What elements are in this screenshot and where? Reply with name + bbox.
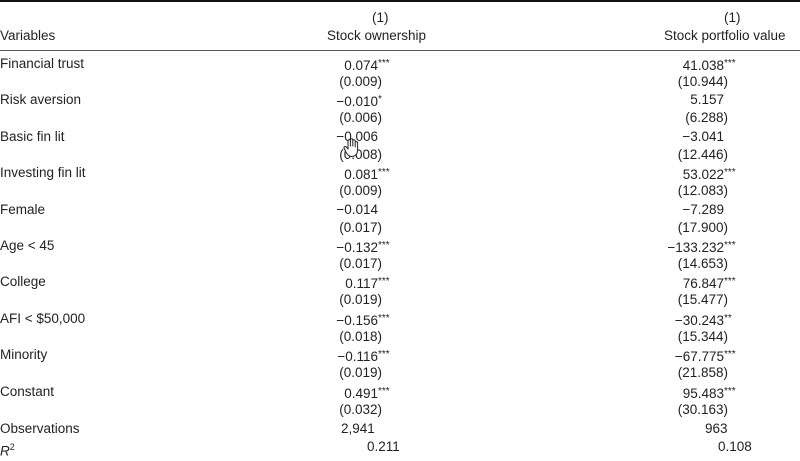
col1-coef-value: −0.132 [336,240,378,255]
col2-se: (17.900) [678,219,728,237]
col1-se: (0.019) [339,291,382,309]
col2-se: (15.477) [678,291,728,309]
col1-coef-value: 0.081 [344,167,378,182]
col1-coef: −0.156*** [336,310,400,328]
col1-se: (0.019) [339,364,382,382]
col2-coef-stars: *** [724,346,746,364]
col2-coef-stars: *** [724,237,746,255]
col2-coef: −3.041 [682,128,746,146]
col1-coef: 0.117*** [345,273,400,291]
col2-se: (12.083) [678,182,728,200]
row-label: AFI < $50,000 [0,310,85,328]
col1-coef: −0.014 [336,201,400,219]
row-label: Female [0,201,45,219]
col2-se: (14.653) [678,255,728,273]
r-squared-letter: R [0,444,10,459]
r-squared-col2: 0.108 [718,438,752,456]
col2-coef: −133.232*** [667,237,746,255]
col1-coef: −0.010* [336,91,400,109]
col1-se: (0.032) [339,401,382,419]
row-label: Age < 45 [0,237,54,255]
r-squared-exponent: 2 [10,442,15,452]
col2-coef-stars: *** [724,273,746,291]
col1-coef: 0.491*** [344,383,400,401]
col1-coef-stars: * [378,91,400,109]
col1-se: (0.006) [339,109,382,127]
col2-coef: 5.157 [690,91,746,109]
col1-coef-stars: *** [378,310,400,328]
col2-coef-value: −133.232 [667,240,724,255]
col2-coef-value: 76.847 [683,276,724,291]
col1-coef-stars: *** [378,55,400,73]
col2-coef: −7.289 [682,201,746,219]
r-squared-col1: 0.211 [367,438,400,456]
col1-se: (0.009) [339,182,382,200]
col2-coef: −67.775*** [675,346,746,364]
col2-coef-value: 5.157 [690,92,724,107]
col2-coef-value: −67.775 [675,349,724,364]
col2-coef-stars: *** [724,383,746,401]
observations-col2: 963 [705,420,728,438]
col2-se: (30.163) [678,401,728,419]
col2-coef-value: 53.022 [683,167,724,182]
col1-se: (0.018) [339,328,382,346]
row-label: Financial trust [0,55,84,73]
col1-coef-value: 0.074 [344,58,378,73]
col2-coef: −30.243** [675,310,746,328]
col2-coef-stars: *** [724,55,746,73]
col2-se: (15.344) [678,328,728,346]
col2-coef-value: −7.289 [682,202,724,217]
col1-coef-stars: *** [378,346,400,364]
col1-coef-value: −0.010 [336,94,378,109]
col1-coef: −0.116*** [337,346,400,364]
col2-coef: 41.038*** [683,55,746,73]
col2-coef: 95.483*** [683,383,746,401]
col1-coef-stars: *** [378,383,400,401]
col2-se: (12.446) [678,146,728,164]
col2-coef: 53.022*** [683,164,746,182]
col1-coef: −0.132*** [336,237,400,255]
col1-coef-value: −0.116 [337,349,378,364]
col2-coef-stars: ** [724,310,746,328]
col1-coef-stars: *** [378,237,400,255]
row-label: Basic fin lit [0,128,65,146]
col1-coef-value: −0.014 [336,202,378,217]
hand-cursor-icon [342,138,360,158]
observations-col1: 2,941 [341,420,375,438]
col2-coef-value: 41.038 [683,58,724,73]
col1-se: (0.017) [339,219,382,237]
row-label: Constant [0,383,54,401]
col1-coef-value: 0.117 [345,276,378,291]
row-label: Investing fin lit [0,164,86,182]
col2-coef: 76.847*** [683,273,746,291]
col2-se: (21.858) [678,364,728,382]
col2-coef-stars: *** [724,164,746,182]
row-label: College [0,273,46,291]
row-label: Minority [0,346,47,364]
col2-se: (6.288) [685,109,728,127]
col1-se: (0.009) [339,73,382,91]
col1-coef-stars: *** [378,273,400,291]
observations-label: Observations [0,420,80,438]
col1-coef: 0.081*** [344,164,400,182]
col2-se: (10.944) [678,73,728,91]
col2-coef-value: −3.041 [682,129,724,144]
col1-coef-stars: *** [378,164,400,182]
col2-coef-value: 95.483 [683,386,724,401]
col1-coef: 0.074*** [344,55,400,73]
col1-coef-value: −0.156 [336,313,378,328]
r-squared-label: R2 [0,438,15,456]
col1-se: (0.017) [339,255,382,273]
col2-coef-value: −30.243 [675,313,724,328]
row-label: Risk aversion [0,91,81,109]
col1-coef-value: 0.491 [344,386,378,401]
